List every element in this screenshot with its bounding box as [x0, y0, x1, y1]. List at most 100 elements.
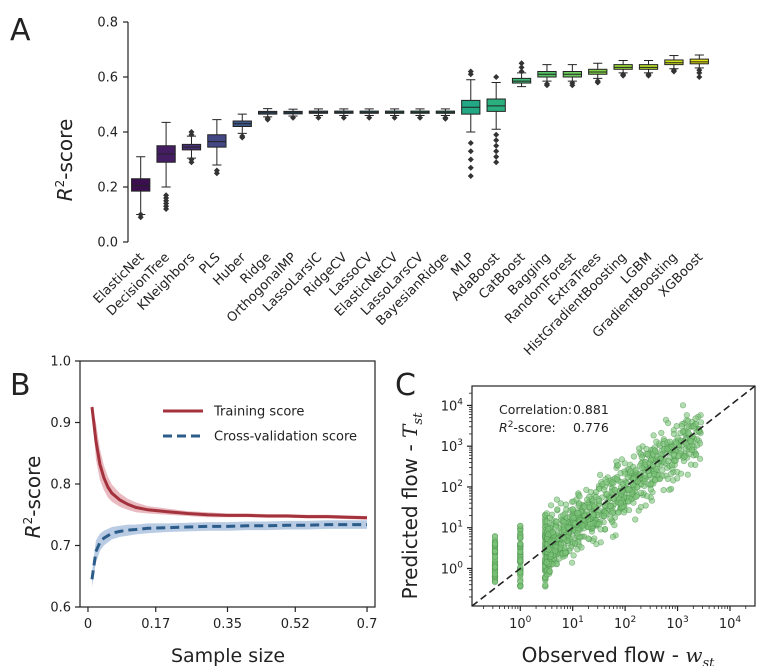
- box-CatBoost: [511, 60, 532, 88]
- panel-c-ytick-label: 103: [441, 438, 463, 455]
- scatter-point: [617, 500, 624, 507]
- scatter-point: [668, 461, 676, 469]
- box-ElasticNetCV: [384, 108, 405, 121]
- scatter-point: [491, 578, 499, 586]
- scatter-point: [614, 462, 622, 469]
- scatter-point: [597, 539, 604, 546]
- scatter-point: [554, 506, 561, 513]
- box-flier: [696, 74, 703, 80]
- scatter-point: [679, 402, 687, 409]
- panel-b-xtick-label: 0.35: [213, 617, 242, 632]
- box-flier: [137, 211, 144, 218]
- box-RandomForest: [562, 64, 582, 89]
- scatter-point: [596, 471, 604, 479]
- scatter-point: [673, 439, 680, 446]
- scatter-point: [625, 486, 632, 493]
- scatter-point: [632, 516, 639, 523]
- scatter-point: [666, 438, 674, 445]
- scatter-point: [609, 509, 616, 517]
- scatter-point: [560, 512, 567, 519]
- scatter-point: [579, 522, 586, 529]
- corr-value: 0.881: [573, 402, 609, 417]
- panel-b-xtick-label: 0.7: [357, 617, 378, 632]
- panel-a-ytick-label: 0.2: [97, 181, 118, 196]
- panel-b-learning-curve: R2-score Sample size 0 0.17 0.35 0.52 0.7 0.6…: [21, 355, 377, 666]
- legend-label-0: Training score: [213, 405, 304, 420]
- scatter-point: [615, 509, 622, 516]
- box-flier: [417, 114, 423, 121]
- box-LassoLarsCV: [410, 108, 430, 121]
- scatter-point: [681, 453, 688, 460]
- box-flier: [188, 129, 195, 135]
- box-RidgeCV: [334, 108, 354, 121]
- scatter-point: [625, 507, 633, 514]
- box-flier: [493, 74, 500, 80]
- box-flier: [493, 142, 500, 149]
- panel-c-xtick-label: 102: [614, 615, 636, 632]
- scatter-point: [694, 442, 701, 449]
- box-flier: [366, 114, 373, 121]
- box-GradientBoosting: [664, 55, 684, 75]
- scatter-point: [491, 564, 499, 571]
- scatter-point: [562, 549, 569, 556]
- scatter-point: [696, 455, 704, 462]
- box-flier: [493, 148, 500, 155]
- scatter-point: [670, 430, 678, 438]
- panel-letter-c: C: [395, 368, 416, 403]
- scatter-point: [546, 514, 554, 522]
- scatter-point: [553, 518, 560, 525]
- scatter-point: [569, 506, 576, 513]
- scatter-point: [517, 583, 524, 590]
- box-flier: [518, 68, 525, 75]
- scatter-point: [609, 533, 617, 540]
- box-flier: [290, 114, 297, 121]
- scatter-point: [684, 471, 691, 478]
- box-ElasticNet: [131, 156, 151, 221]
- scatter-point: [549, 529, 556, 536]
- box-flier: [239, 133, 246, 140]
- scatter-point: [609, 479, 616, 486]
- scatter-point: [677, 470, 685, 477]
- scatter-point: [651, 470, 658, 478]
- panel-c-annotations: Correlation: 0.881 R2-score: 0.776: [499, 402, 609, 435]
- scatter-point: [491, 570, 499, 578]
- box-flier: [696, 67, 703, 74]
- box-flier: [213, 167, 220, 174]
- box-flier: [569, 80, 576, 87]
- box-XGBoost: [689, 54, 709, 80]
- scatter-point: [613, 476, 620, 483]
- scatter-point: [635, 445, 643, 452]
- panel-b-ytick-label: 0.6: [50, 601, 71, 616]
- box-flier: [163, 192, 170, 199]
- scatter-point: [597, 526, 604, 533]
- scatter-point: [491, 540, 499, 547]
- panel-b-legend: Training score Cross-validation score: [163, 405, 357, 445]
- scatter-point: [593, 488, 600, 496]
- scatter-point: [666, 486, 673, 493]
- scatter-point: [596, 520, 603, 528]
- box-BayesianRidge: [435, 108, 456, 122]
- scatter-point: [667, 470, 675, 478]
- scatter-point: [638, 454, 646, 461]
- box-Bagging: [537, 64, 557, 89]
- box-flier: [391, 114, 398, 121]
- scatter-point: [607, 502, 614, 510]
- panel-c-ytick-label: 102: [441, 479, 463, 496]
- scatter-point: [630, 481, 637, 489]
- scatter-point: [664, 475, 672, 483]
- scatter-point: [688, 446, 696, 453]
- box-flier: [467, 164, 474, 171]
- scatter-point: [552, 524, 559, 531]
- scatter-point: [611, 522, 618, 529]
- box-flier: [467, 173, 474, 179]
- scatter-point: [570, 552, 577, 559]
- box-body: [207, 134, 227, 148]
- box-PLS: [207, 119, 227, 177]
- scatter-point: [563, 506, 570, 513]
- scatter-point: [621, 470, 629, 477]
- box-KNeighbors: [181, 129, 202, 166]
- box-flier: [493, 153, 500, 160]
- box-HistGradientBoosting: [613, 60, 633, 79]
- box-flier: [467, 68, 474, 75]
